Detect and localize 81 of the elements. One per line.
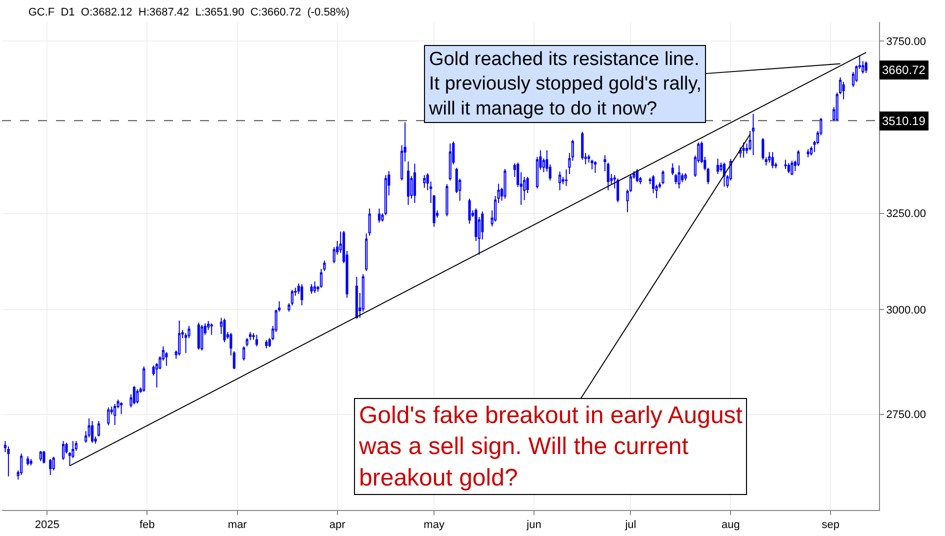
candlestick: [90, 420, 94, 444]
candlestick: [671, 162, 674, 176]
candlestick: [413, 163, 416, 204]
candlestick: [784, 159, 787, 170]
x-tick-label: jun: [526, 519, 542, 532]
candlestick: [378, 208, 381, 224]
candlestick: [590, 159, 594, 170]
candlestick: [739, 146, 742, 158]
candlestick: [581, 131, 584, 160]
candlestick: [684, 172, 687, 181]
candlestick: [523, 176, 526, 201]
candlestick: [26, 456, 30, 466]
annotation: Gold's fake breakout in early August was a sell sign. Will the current breakout gold?: [358, 402, 743, 492]
y-tick-label: 2750.00: [886, 409, 926, 422]
x-tick-label: sep: [822, 519, 840, 532]
candlestick: [864, 60, 868, 74]
candlestick: [365, 233, 368, 272]
candlestick: [806, 148, 810, 158]
candlestick: [39, 450, 42, 462]
candlestick: [616, 178, 620, 203]
candlestick: [97, 420, 100, 437]
candlestick: [446, 184, 448, 217]
candlestick: [790, 160, 794, 176]
x-tick-label: aug: [722, 519, 740, 532]
candlestick: [42, 450, 46, 464]
x-tick-label: jul: [624, 519, 636, 532]
chart-title: GC.F D1 O:3682.12 H:3687.42 L:3651.90 C:3660.72 (-0.58%): [28, 6, 350, 19]
candlestick: [787, 162, 790, 174]
candlestick: [132, 385, 136, 405]
candlestick: [178, 320, 181, 356]
candlestick: [355, 276, 358, 320]
candlestick: [197, 322, 200, 350]
candlestick: [406, 161, 410, 206]
candlestick: [504, 168, 506, 200]
candlestick: [210, 322, 213, 336]
candlestick: [742, 142, 745, 158]
y-tick-label: 3250.00: [886, 208, 926, 220]
candlestick: [771, 151, 774, 169]
text: 3660.72: [882, 63, 926, 77]
candlestick: [594, 160, 597, 174]
candlestick: [52, 456, 55, 471]
candlestick: [255, 334, 258, 347]
candlestick: [716, 158, 720, 174]
x-tick-label: may: [424, 519, 445, 532]
candlestick: [20, 453, 23, 476]
candlestick: [448, 143, 452, 181]
candlestick: [797, 150, 800, 167]
candlestick: [368, 208, 371, 236]
candlestick: [62, 440, 65, 460]
candlestick: [30, 458, 32, 466]
candlestick: [564, 168, 568, 186]
candlestick: [722, 162, 726, 188]
candlestick: [200, 324, 204, 351]
candlestick: [678, 164, 680, 189]
candlestick: [842, 81, 845, 100]
candlestick: [423, 174, 426, 188]
candlestick: [136, 388, 139, 404]
annotation: Gold reached its resistance line. It previously stopped gold's rally, will it manage to do it now?: [428, 49, 702, 120]
candlestick: [752, 113, 755, 156]
y-tick-label: 3000.00: [886, 304, 926, 317]
candlestick: [114, 403, 116, 426]
x-tick-label: apr: [329, 519, 346, 532]
candlestick: [313, 281, 316, 294]
candlestick: [242, 346, 246, 361]
candlestick: [310, 284, 313, 294]
candlestick: [223, 318, 226, 343]
candlestick: [300, 284, 304, 306]
x-tick-label: feb: [139, 519, 155, 532]
candlestick: [49, 458, 52, 476]
candlestick: [558, 170, 562, 191]
ref-line-label: 3510.19: [882, 114, 926, 128]
x-tick-label: mar: [228, 519, 248, 532]
candlestick: [662, 170, 664, 185]
candlestick: [107, 406, 110, 426]
candlestick: [636, 168, 638, 183]
candlestick: [142, 366, 146, 392]
candlestick: [265, 340, 268, 349]
x-tick-label: 2025: [34, 519, 60, 532]
candlestick: [120, 402, 123, 414]
candlestick: [468, 198, 471, 224]
y-tick-label: 3750.00: [886, 36, 926, 48]
